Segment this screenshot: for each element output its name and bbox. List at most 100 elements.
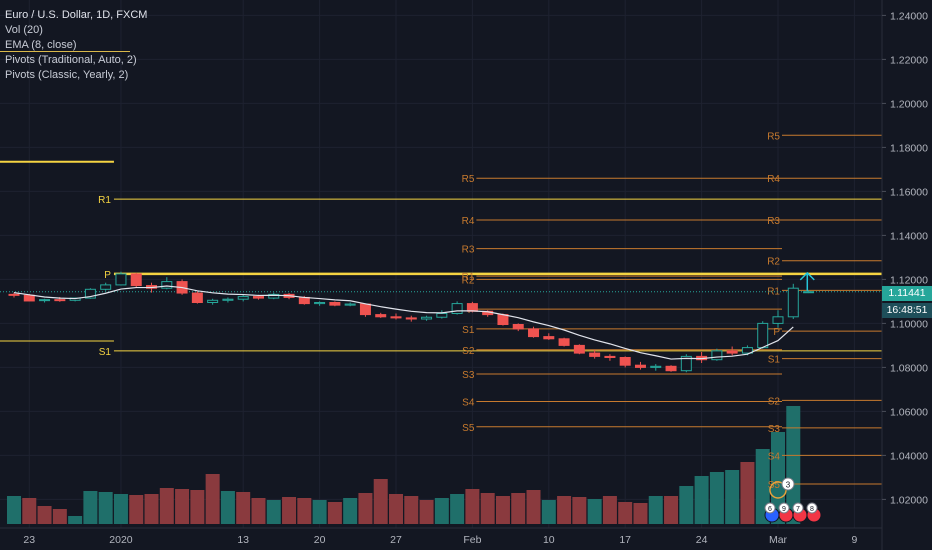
volume-bar	[679, 486, 694, 524]
candle-body	[298, 296, 310, 305]
price-tick-label: 1.24000	[890, 10, 928, 22]
time-tick-label: Feb	[463, 534, 481, 546]
candle-body	[604, 355, 616, 358]
time-tick-label: 27	[390, 534, 402, 546]
volume-bar	[664, 496, 679, 524]
volume-bar	[282, 497, 297, 524]
volume-bar	[312, 500, 327, 524]
event-markers: 3 6 9 7 8	[764, 271, 822, 523]
auto-pivot-label: R2	[462, 275, 475, 286]
yearly-pivot-label: S1	[99, 347, 112, 358]
volume-bar	[465, 489, 480, 524]
price-tick-label: 1.10000	[890, 318, 928, 330]
volume-bar	[633, 503, 648, 524]
price-tick-label: 1.08000	[890, 362, 928, 374]
volume-bar	[236, 492, 251, 524]
time-tick-label: 13	[237, 534, 249, 546]
volume-bar	[129, 495, 144, 524]
candle-body	[497, 314, 509, 326]
yearly-pivot-label: R1	[98, 195, 111, 206]
auto-pivot-label: S4	[768, 451, 781, 462]
volume-bar	[419, 500, 434, 524]
candle-body	[8, 293, 20, 296]
price-tick-label: 1.22000	[890, 54, 928, 66]
candle-body	[421, 316, 433, 320]
volume-bar	[113, 494, 128, 524]
candle-body	[39, 299, 51, 302]
event-count-label: 8	[810, 506, 814, 513]
auto-pivot-label: S4	[462, 398, 475, 409]
candle-body	[803, 291, 815, 294]
legend-divider	[0, 51, 130, 52]
volume-bar	[144, 494, 159, 524]
event-count-label: 9	[782, 506, 786, 513]
volume-bar	[297, 498, 312, 524]
candle-body	[191, 292, 203, 304]
auto-pivot-label: S1	[462, 325, 475, 336]
last-price-badge: 1.11441	[882, 286, 932, 301]
auto-pivot-label: S3	[462, 370, 475, 381]
candle-body	[329, 302, 341, 306]
volume-bar	[725, 470, 740, 524]
legend-volume[interactable]: Vol (20)	[5, 24, 43, 36]
volume-bar	[83, 491, 98, 524]
auto-pivot-label: S2	[462, 346, 475, 357]
volume-bar	[771, 432, 785, 524]
legend-pivots-classic[interactable]: Pivots (Classic, Yearly, 2)	[5, 69, 129, 81]
candle-body	[589, 352, 601, 357]
volume-bar	[541, 500, 556, 524]
candle-body	[665, 365, 677, 372]
volume-bar	[389, 494, 403, 524]
volume-bar	[648, 496, 663, 524]
volume-bar	[557, 496, 572, 524]
time-tick-label: 9	[851, 534, 857, 546]
candle-body	[680, 355, 692, 372]
event-count-badge	[806, 502, 818, 514]
candle-body	[650, 365, 662, 368]
candle-body	[619, 357, 631, 366]
candle-body	[252, 296, 264, 299]
volume-bar	[526, 490, 541, 524]
legend-pivots-traditional[interactable]: Pivots (Traditional, Auto, 2)	[5, 54, 137, 66]
volume-bar	[343, 498, 358, 524]
volume-bar	[251, 498, 266, 524]
countdown-badge: 16:48:51	[882, 303, 932, 318]
price-tick-label: 1.06000	[890, 406, 928, 418]
event-count-badge	[764, 502, 776, 514]
volume-bar	[327, 502, 342, 524]
pivot-lines: R1PS1R5R4R3R2R1PS1S2S3S4S5R5R4R3R2R1PS1S…	[0, 131, 882, 491]
candle-body	[268, 293, 280, 299]
time-tick-label: Mar	[769, 534, 788, 546]
candle-body	[466, 303, 478, 312]
ema-series	[13, 285, 794, 360]
legend-symbol-title[interactable]: Euro / U.S. Dollar, 1D, FXCM	[5, 9, 148, 21]
volume-bar	[495, 496, 510, 524]
auto-pivot-label: S1	[768, 355, 781, 366]
volume-bar	[175, 489, 190, 524]
chart-legend: Euro / U.S. Dollar, 1D, FXCM Vol (20) EM…	[5, 8, 147, 83]
event-count-badge	[778, 502, 790, 514]
volume-bar	[22, 498, 37, 524]
auto-pivot-label: R5	[767, 131, 780, 142]
volume-bar	[480, 493, 495, 524]
volume-bar	[98, 492, 113, 524]
candle-body	[405, 317, 417, 320]
time-tick-label: 20	[314, 534, 326, 546]
auto-pivot-label: R1	[462, 272, 475, 283]
candle-body	[54, 299, 66, 302]
price-axis: 1.24000 1.22000 1.20000 1.18000 1.16000 1.140…	[881, 0, 928, 550]
candle-body	[436, 313, 448, 318]
event-count-badge	[792, 502, 804, 514]
candle-body	[100, 284, 112, 290]
candle-body	[115, 273, 127, 286]
event-count-label: 3	[786, 481, 791, 490]
candle-body	[787, 287, 799, 318]
volume-bar	[434, 498, 449, 524]
auto-pivot-label: R3	[462, 245, 475, 256]
candle-body	[528, 328, 540, 338]
legend-ema[interactable]: EMA (8, close)	[5, 39, 77, 51]
volume-bar	[618, 502, 633, 524]
volume-bar	[740, 462, 755, 524]
candle-body	[726, 350, 738, 354]
